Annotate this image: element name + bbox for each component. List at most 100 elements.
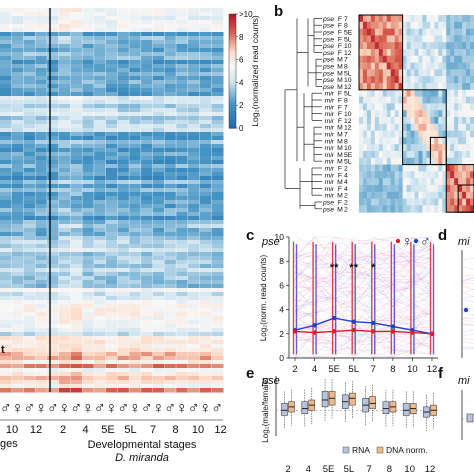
correlation-cell: [438, 178, 443, 186]
heatmap-cell: [0, 272, 13, 277]
heatmap-cell: [0, 236, 13, 241]
heatmap-cell: [105, 128, 118, 133]
correlation-cell: [450, 144, 455, 152]
gene-trace: [461, 340, 474, 345]
heatmap-cell: [0, 80, 13, 85]
heatmap-cell: [0, 376, 13, 381]
heatmap-cell: [93, 156, 107, 161]
x-tick-label: 8: [390, 364, 395, 375]
heatmap-cell: [0, 116, 13, 121]
heatmap-cell: [46, 376, 60, 381]
heatmap-cell: [35, 308, 48, 313]
correlation-cell: [366, 198, 372, 206]
heatmap-cell: [129, 48, 142, 53]
species-label-right: D. miranda: [115, 452, 169, 464]
correlation-cell: [359, 21, 364, 29]
correlation-cell: [422, 157, 427, 165]
correlation-cell: [382, 117, 388, 125]
heatmap-cell: [35, 116, 48, 121]
heatmap-cell: [35, 96, 48, 101]
heatmap-cell: [187, 344, 201, 349]
correlation-cell: [410, 62, 415, 70]
heatmap-cell: [46, 364, 60, 369]
heatmap-cell: [105, 172, 118, 177]
heatmap-cell: [93, 360, 107, 365]
heatmap-cell: [35, 288, 48, 293]
heatmap-cell: [58, 316, 71, 321]
heatmap-cell: [187, 192, 201, 197]
heatmap-cell: [199, 140, 212, 145]
heatmap-cell: [211, 316, 224, 321]
heatmap-cell: [11, 140, 24, 145]
heatmap-cell: [70, 248, 83, 253]
heatmap-cell: [164, 300, 177, 305]
heatmap-cell: [164, 260, 177, 265]
female-symbol-icon: ♀: [82, 400, 94, 417]
heatmap-cell: [140, 100, 154, 105]
heatmap-cell: [58, 344, 71, 349]
heatmap-cell: [164, 52, 177, 57]
cluster-row-stage: 8: [344, 64, 348, 71]
heatmap-cell: [129, 112, 142, 117]
heatmap-cell: [176, 336, 189, 341]
heatmap-cell: [105, 244, 118, 249]
heatmap-cell: [152, 88, 165, 93]
heatmap-cell: [140, 372, 154, 377]
heatmap-cell: [11, 260, 24, 265]
dna-box: [369, 396, 376, 409]
heatmap-cell: [187, 332, 201, 337]
female-symbol-icon: ♀: [106, 400, 118, 417]
heatmap-cell: [35, 16, 48, 21]
correlation-cell: [362, 110, 368, 118]
colorbar-segment: [229, 62, 236, 66]
correlation-cell: [394, 198, 400, 206]
heatmap-cell: [211, 248, 224, 253]
correlation-cell: [406, 137, 411, 145]
correlation-cell: [442, 103, 447, 111]
correlation-cell: [374, 110, 380, 118]
heatmap-cell: [70, 176, 83, 181]
heatmap-cell: [140, 348, 154, 353]
heatmap-cell: [152, 328, 165, 333]
heatmap-cell: [82, 248, 95, 253]
heatmap-cell: [23, 212, 36, 217]
heatmap-cell: [187, 224, 201, 229]
correlation-cell: [359, 151, 364, 159]
gene-trace: [294, 312, 433, 342]
heatmap-cell: [117, 204, 130, 209]
heatmap-cell: [0, 196, 13, 201]
correlation-cell: [430, 191, 435, 199]
heatmap-cell: [140, 380, 154, 385]
heatmap-cell: [117, 332, 130, 337]
heatmap-cell: [152, 136, 165, 141]
correlation-cell: [418, 130, 423, 138]
heatmap-cell: [23, 384, 36, 389]
correlation-cell: [454, 35, 459, 43]
correlation-cell: [434, 21, 439, 29]
correlation-cell: [414, 205, 419, 213]
correlation-cell: [394, 130, 400, 138]
heatmap-cell: [46, 92, 60, 97]
heatmap-cell: [82, 100, 95, 105]
heatmap-cell: [82, 184, 95, 189]
heatmap-cell: [129, 248, 142, 253]
correlation-cell: [446, 76, 451, 84]
heatmap-cell: [140, 104, 154, 109]
heatmap-cell: [23, 320, 36, 325]
gene-trace: [294, 248, 433, 270]
heatmap-cell: [211, 292, 224, 297]
correlation-cell: [470, 117, 474, 125]
gene-trace: [294, 321, 433, 344]
correlation-cell: [414, 157, 419, 165]
cluster-row-stage: 2: [344, 206, 348, 213]
correlation-cell: [466, 21, 471, 29]
heatmap-cell: [187, 320, 201, 325]
heatmap-cell: [23, 388, 36, 393]
heatmap-cell: [11, 196, 24, 201]
x-tick-label: 2: [285, 464, 290, 474]
heatmap-cell: [35, 232, 48, 237]
heatmap-cell: [164, 68, 177, 73]
heatmap-cell: [0, 8, 13, 13]
heatmap-cell: [187, 216, 201, 221]
legend-dna-swatch: [376, 446, 384, 454]
